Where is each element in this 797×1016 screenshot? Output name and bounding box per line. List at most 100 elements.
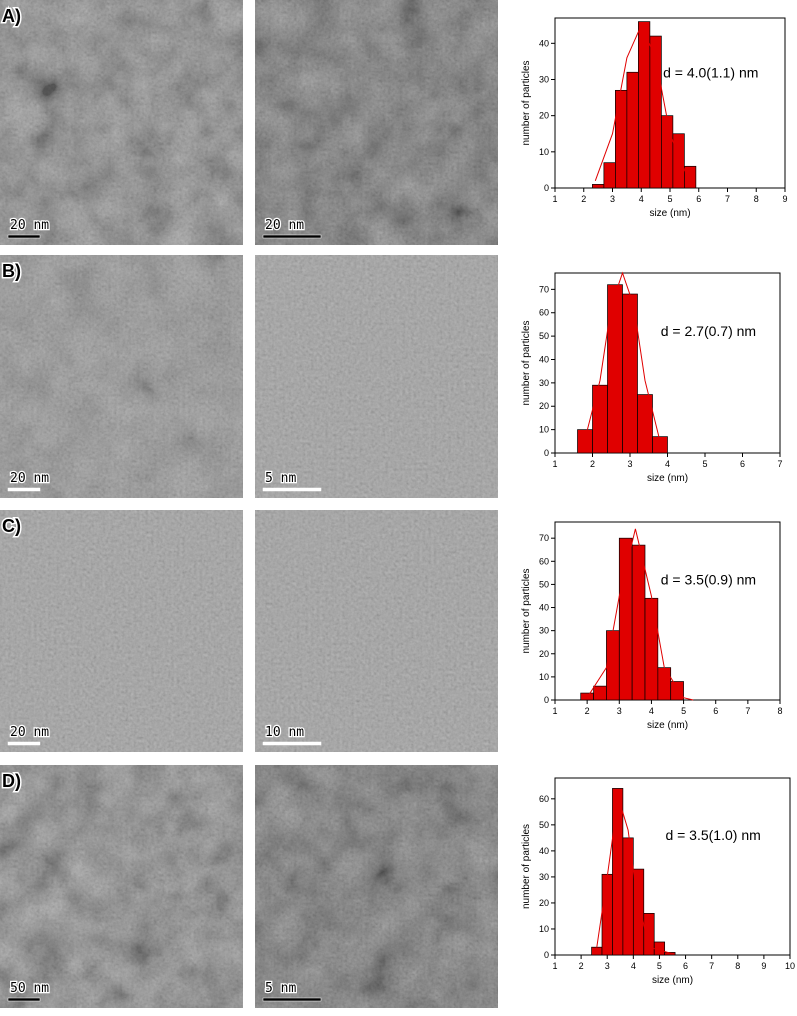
y-tick-label: 50 bbox=[539, 579, 549, 589]
y-axis-label: number of particles bbox=[521, 824, 532, 909]
bar bbox=[580, 692, 594, 701]
tem-texture bbox=[255, 255, 498, 498]
x-tick-label: 6 bbox=[683, 961, 688, 971]
x-axis-label: size (nm) bbox=[649, 208, 690, 219]
bar bbox=[606, 630, 620, 701]
scale-bar bbox=[7, 234, 41, 239]
x-axis-label: size (nm) bbox=[647, 720, 688, 731]
x-tick-label: 3 bbox=[610, 194, 615, 204]
scale-bar bbox=[7, 487, 41, 492]
y-tick-label: 40 bbox=[539, 38, 549, 48]
bar bbox=[593, 685, 607, 701]
y-tick-label: 40 bbox=[539, 603, 549, 613]
x-tick-label: 8 bbox=[777, 706, 782, 716]
x-tick-label: 7 bbox=[777, 459, 782, 469]
annotation: d = 3.5(1.0) nm bbox=[665, 827, 760, 843]
bar bbox=[592, 184, 605, 189]
y-axis-label: number of particles bbox=[521, 60, 532, 145]
x-tick-label: 7 bbox=[709, 961, 714, 971]
x-tick-label: 2 bbox=[581, 194, 586, 204]
x-tick-label: 4 bbox=[639, 194, 644, 204]
x-axis-label: size (nm) bbox=[652, 975, 693, 986]
fit-curve bbox=[596, 802, 673, 955]
y-tick-label: 60 bbox=[539, 794, 549, 804]
bar bbox=[607, 284, 623, 454]
x-tick-label: 2 bbox=[585, 706, 590, 716]
panel-label: B) bbox=[2, 261, 21, 281]
x-tick-label: 1 bbox=[552, 194, 557, 204]
tem-texture bbox=[0, 765, 243, 1008]
y-tick-label: 0 bbox=[544, 183, 549, 193]
y-axis-label: number of particles bbox=[521, 568, 532, 653]
scale-bar bbox=[7, 741, 41, 746]
bar bbox=[638, 21, 651, 189]
x-tick-label: 2 bbox=[590, 459, 595, 469]
scale-bar-label: 20 nm bbox=[10, 725, 49, 740]
tem-texture bbox=[0, 255, 243, 498]
scale-bar-label: 50 nm bbox=[10, 981, 49, 996]
y-tick-label: 20 bbox=[539, 401, 549, 411]
scale-bar-label: 20 nm bbox=[10, 218, 49, 233]
x-tick-label: 3 bbox=[627, 459, 632, 469]
tem-texture bbox=[0, 510, 243, 752]
y-tick-label: 30 bbox=[539, 74, 549, 84]
y-tick-label: 60 bbox=[539, 308, 549, 318]
panel-label: C) bbox=[2, 516, 21, 536]
x-tick-label: 7 bbox=[725, 194, 730, 204]
y-tick-label: 40 bbox=[539, 354, 549, 364]
x-tick-label: 5 bbox=[702, 459, 707, 469]
y-tick-label: 0 bbox=[544, 950, 549, 960]
tem-texture bbox=[255, 765, 498, 1008]
fit-curve bbox=[586, 528, 694, 701]
y-tick-label: 20 bbox=[539, 898, 549, 908]
x-tick-label: 6 bbox=[713, 706, 718, 716]
y-tick-label: 20 bbox=[539, 649, 549, 659]
x-tick-label: 7 bbox=[745, 706, 750, 716]
bar bbox=[649, 35, 662, 189]
bar bbox=[626, 71, 639, 189]
tem-texture bbox=[0, 0, 243, 245]
x-tick-label: 5 bbox=[681, 706, 686, 716]
fit-curve bbox=[594, 23, 688, 181]
x-tick-label: 6 bbox=[696, 194, 701, 204]
y-tick-label: 10 bbox=[539, 672, 549, 682]
bar bbox=[653, 941, 666, 956]
y-tick-label: 20 bbox=[539, 111, 549, 121]
y-tick-label: 30 bbox=[539, 378, 549, 388]
scale-bar bbox=[262, 741, 322, 746]
x-tick-label: 3 bbox=[605, 961, 610, 971]
bar bbox=[657, 667, 672, 701]
bar bbox=[661, 115, 674, 189]
bar bbox=[592, 384, 608, 454]
scale-bar bbox=[262, 234, 322, 239]
y-tick-label: 70 bbox=[539, 284, 549, 294]
scale-bar-label: 10 nm bbox=[265, 725, 304, 740]
bar bbox=[664, 952, 676, 956]
bar bbox=[615, 89, 628, 189]
x-tick-label: 3 bbox=[617, 706, 622, 716]
x-tick-label: 6 bbox=[740, 459, 745, 469]
bar bbox=[672, 133, 685, 189]
x-tick-label: 10 bbox=[785, 961, 795, 971]
bar bbox=[643, 913, 655, 956]
bar bbox=[631, 544, 646, 701]
scale-bar bbox=[7, 997, 41, 1002]
bar bbox=[618, 537, 633, 701]
y-tick-label: 70 bbox=[539, 533, 549, 543]
scale-bar-label: 20 nm bbox=[265, 218, 304, 233]
y-tick-label: 30 bbox=[539, 626, 549, 636]
x-tick-label: 8 bbox=[735, 961, 740, 971]
y-tick-label: 10 bbox=[539, 425, 549, 435]
y-tick-label: 10 bbox=[539, 924, 549, 934]
y-tick-label: 50 bbox=[539, 820, 549, 830]
y-tick-label: 0 bbox=[544, 448, 549, 458]
scale-bar bbox=[262, 487, 322, 492]
y-tick-label: 40 bbox=[539, 846, 549, 856]
y-tick-label: 30 bbox=[539, 872, 549, 882]
y-tick-label: 0 bbox=[544, 695, 549, 705]
annotation: d = 2.7(0.7) nm bbox=[661, 323, 756, 339]
scale-bar-label: 5 nm bbox=[265, 471, 296, 486]
plot-frame bbox=[554, 777, 791, 956]
x-tick-label: 2 bbox=[579, 961, 584, 971]
y-tick-label: 50 bbox=[539, 331, 549, 341]
